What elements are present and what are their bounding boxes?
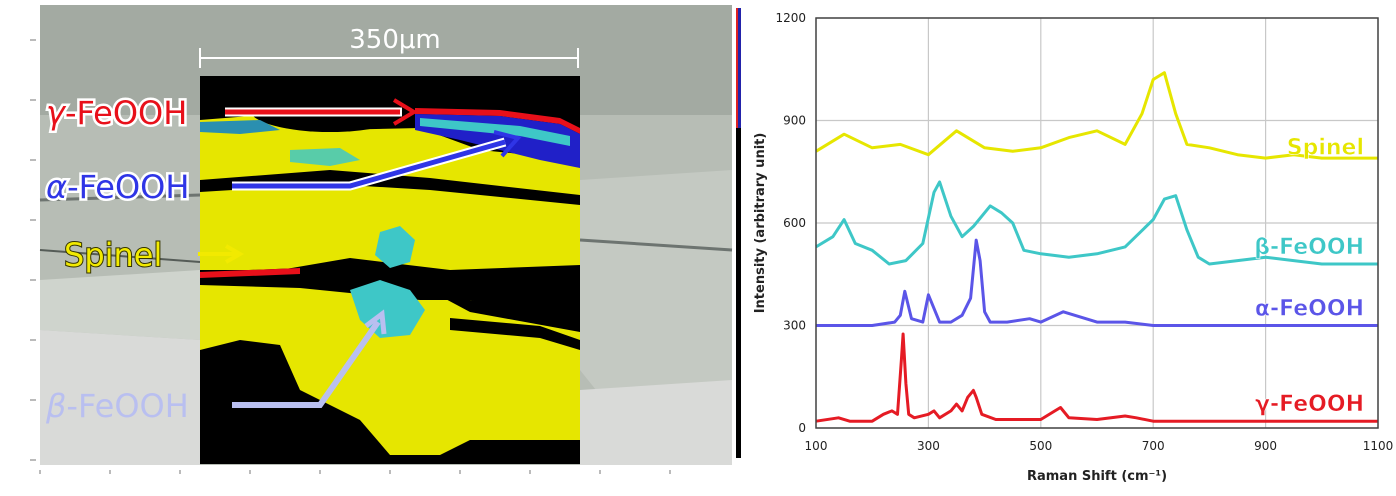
micrograph-right-region [580, 170, 732, 395]
gamma-feooh-region [415, 108, 580, 134]
y-tick-label: 900 [783, 114, 806, 128]
alpha-arrowhead [493, 130, 522, 158]
dark-crack [200, 170, 580, 205]
x-tick-label: 900 [1254, 439, 1277, 453]
y-axis-label: Intensity (arbitrary unit) [753, 133, 768, 314]
series-line [815, 71, 1378, 160]
x-tick-label: 1100 [1363, 439, 1394, 453]
crack-line [39, 193, 201, 202]
intensity-colorbar [736, 8, 741, 458]
gamma-label: γ-FeOOH [46, 94, 187, 132]
dark-crack [450, 318, 580, 350]
spinel-arrowhead [225, 244, 245, 264]
series-label: Spinel [1287, 136, 1364, 161]
y-tick-label: 1200 [775, 11, 806, 25]
gamma-feooh-region [200, 268, 300, 278]
chart-tick-labels: 100 300 500 700 900 1100 0 300 600 900 1200 [775, 11, 1393, 453]
label-arrows [198, 98, 522, 408]
x-tick-label: 500 [1029, 439, 1052, 453]
raman-chart: 100 300 500 700 900 1100 0 300 600 900 1200 Spinel… [750, 0, 1396, 492]
micrograph-lower-left [40, 330, 200, 465]
y-tick-label: 0 [798, 421, 806, 435]
beta-feooh-region [375, 226, 415, 268]
micrograph-light-band [40, 270, 200, 340]
x-tick-label: 100 [805, 439, 828, 453]
crack-line [579, 238, 733, 252]
series-line [815, 180, 1378, 266]
series-line [815, 332, 1378, 423]
scale-bar: 350μm [199, 25, 579, 68]
beta-feooh-region [200, 120, 280, 134]
beta-arrow [232, 320, 381, 408]
phase-map-svg: 350μm γ-FeOOH α-FeOOH [30, 5, 741, 474]
beta-arrowhead [364, 309, 387, 335]
micrograph-axis-ticks [30, 39, 671, 474]
crack-line [39, 249, 201, 263]
x-tick-label: 300 [917, 439, 940, 453]
series-label: γ-FeOOH [1255, 392, 1364, 417]
scale-bar-label: 350μm [349, 25, 441, 55]
gamma-arrowhead [392, 98, 418, 126]
x-tick-label: 700 [1142, 439, 1165, 453]
phase-labels: γ-FeOOH α-FeOOH Spinel β-FeOOH [44, 92, 192, 426]
raman-chart-svg: 100 300 500 700 900 1100 0 300 600 900 1200 Spinel… [753, 11, 1393, 484]
alpha-arrow [232, 139, 506, 189]
y-tick-label: 300 [783, 319, 806, 333]
beta-label: β-FeOOH [45, 387, 189, 425]
alpha-label: α-FeOOH [46, 168, 189, 206]
plot-frame [815, 17, 1379, 429]
beta-feooh-region [290, 148, 360, 166]
y-tick-label: 600 [783, 216, 806, 230]
chart-series [815, 71, 1378, 423]
spinel-label: Spinel [64, 236, 162, 274]
phase-map-figure: 350μm γ-FeOOH α-FeOOH [30, 5, 741, 474]
chart-series-labels: Spinel β-FeOOH α-FeOOH γ-FeOOH [1254, 135, 1364, 417]
series-label: β-FeOOH [1254, 235, 1364, 260]
x-axis-label: Raman Shift (cm⁻¹) [1027, 469, 1167, 484]
series-line [816, 238, 1378, 327]
series-label: α-FeOOH [1255, 296, 1364, 321]
micrograph-lower-right [580, 380, 732, 465]
